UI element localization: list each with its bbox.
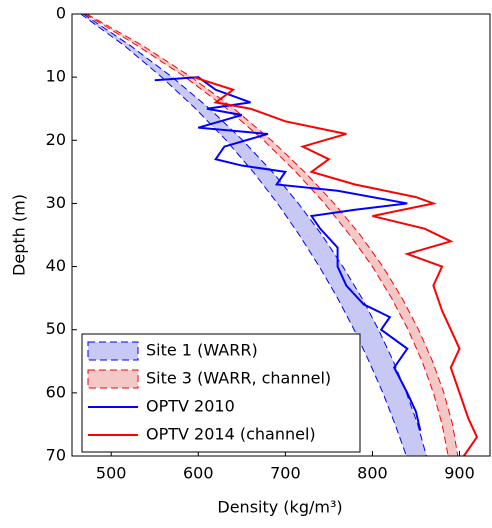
y-tick-label: 10 — [46, 67, 66, 86]
x-tick-label: 900 — [444, 464, 475, 483]
x-tick-label: 800 — [357, 464, 388, 483]
x-tick-label: 700 — [270, 464, 301, 483]
band-edge — [84, 13, 449, 457]
y-tick-label: 20 — [46, 130, 66, 149]
plot-frame — [71, 13, 491, 457]
legend-label: OPTV 2010 — [146, 397, 235, 416]
y-tick-label: 40 — [46, 256, 66, 275]
x-tick-label: 600 — [183, 464, 214, 483]
y-tick-label: 30 — [46, 193, 66, 212]
band-edge — [80, 13, 407, 457]
x-axis-label: Density (kg/m³) — [217, 498, 342, 517]
band — [80, 14, 427, 456]
x-tick-label: 500 — [96, 464, 127, 483]
legend-box — [81, 333, 361, 453]
legend-label: Site 1 (WARR) — [146, 341, 258, 360]
legend-label: Site 3 (WARR, channel) — [146, 369, 331, 388]
y-tick-label: 50 — [46, 319, 66, 338]
y-tick-label: 60 — [46, 382, 66, 401]
y-tick-label: 0 — [56, 4, 66, 23]
y-axis-label: Depth (m) — [10, 194, 29, 276]
legend-label: OPTV 2014 (channel) — [146, 425, 316, 444]
line — [154, 76, 422, 431]
y-tick-label: 70 — [46, 446, 66, 465]
legend-swatch — [87, 369, 139, 389]
legend-swatch — [87, 341, 139, 361]
band-edge — [86, 13, 459, 457]
line — [193, 76, 479, 457]
